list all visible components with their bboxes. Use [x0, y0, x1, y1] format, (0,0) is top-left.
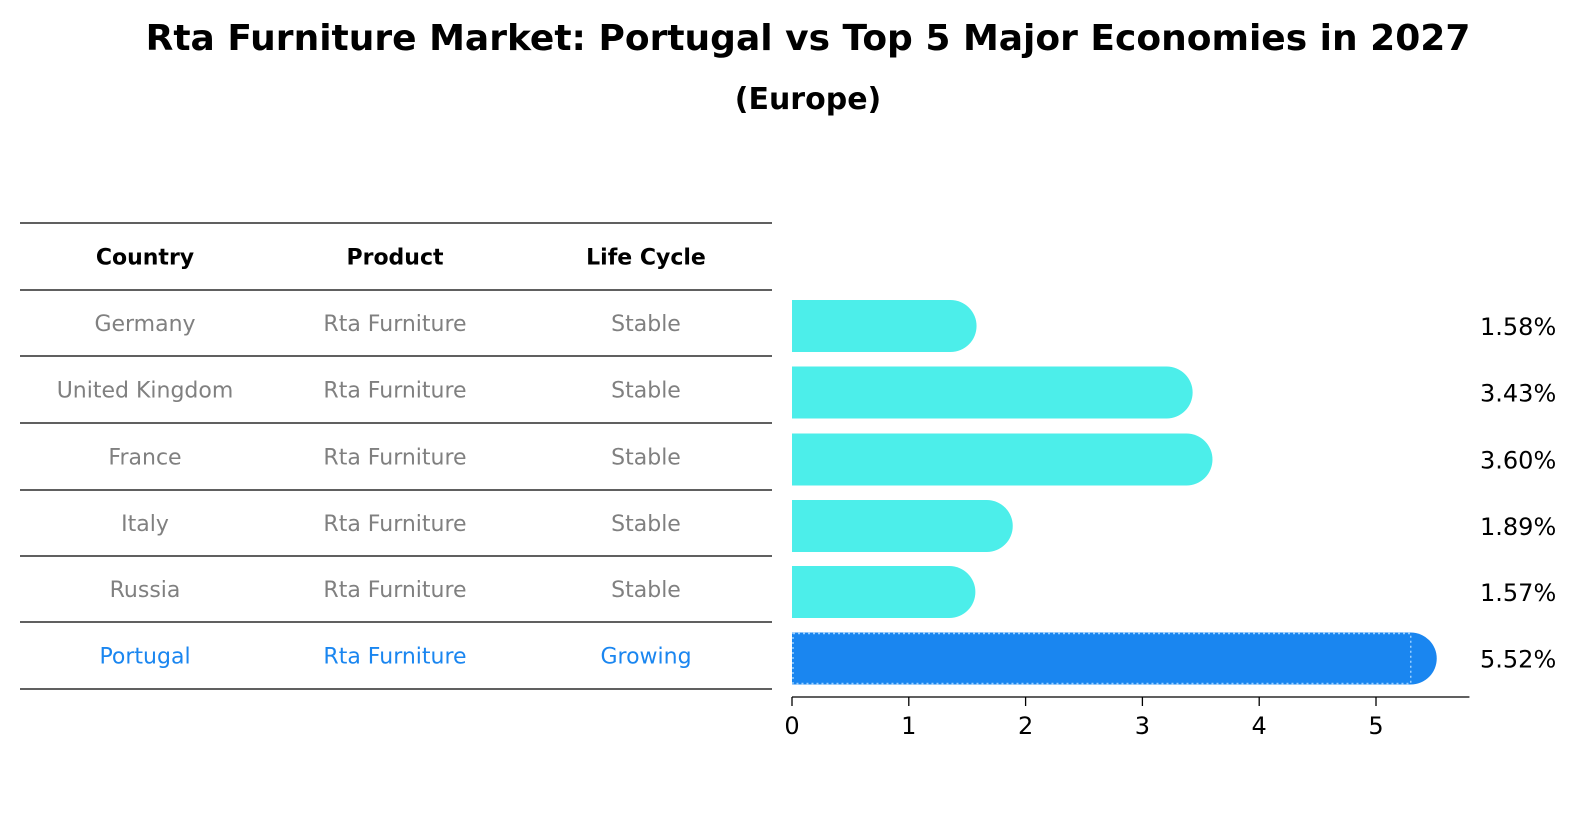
- cell-country: Russia: [110, 578, 181, 603]
- bar-value-label: 3.60%: [1480, 447, 1556, 475]
- header-life-cycle: Life Cycle: [586, 246, 706, 271]
- x-tick-label: 3: [1135, 712, 1150, 740]
- cell-life-cycle: Stable: [611, 512, 681, 537]
- cell-life-cycle: Stable: [611, 312, 681, 337]
- bar-russia: [792, 566, 976, 618]
- cell-product: Rta Furniture: [323, 512, 466, 537]
- header-product: Product: [346, 246, 444, 271]
- cell-product: Rta Furniture: [323, 446, 466, 471]
- bar-value-label: 1.58%: [1480, 313, 1556, 341]
- bar-italy: [792, 500, 1013, 552]
- bar-highlight-outline: [792, 632, 1412, 685]
- x-tick-label: 5: [1368, 712, 1383, 740]
- cell-country: France: [108, 446, 181, 471]
- cell-country: Germany: [94, 312, 195, 337]
- cell-country: Italy: [121, 512, 169, 537]
- bar-value-label: 3.43%: [1480, 380, 1556, 408]
- bar-value-label: 1.89%: [1480, 513, 1556, 541]
- x-tick-label: 4: [1252, 712, 1267, 740]
- cell-country: United Kingdom: [57, 379, 234, 404]
- cell-product: Rta Furniture: [323, 312, 466, 337]
- cell-life-cycle: Stable: [611, 578, 681, 603]
- bar-france: [792, 433, 1213, 486]
- cell-country: Portugal: [99, 645, 190, 670]
- cell-life-cycle: Stable: [611, 379, 681, 404]
- cell-life-cycle: Growing: [600, 645, 691, 670]
- header-country: Country: [96, 246, 194, 271]
- cell-product: Rta Furniture: [323, 379, 466, 404]
- bar-chart: 1.58% 3.43% 3.60% 1.89% 1.57% 5.52%: [792, 300, 1556, 685]
- bar-value-label: 5.52%: [1480, 646, 1556, 674]
- bar-united-kingdom: [792, 366, 1193, 419]
- data-table: Country Product Life Cycle Germany Rta Furni…: [20, 222, 772, 690]
- x-tick-label: 0: [784, 712, 799, 740]
- cell-life-cycle: Stable: [611, 446, 681, 471]
- chart-subtitle: (Europe): [735, 82, 882, 117]
- x-axis: 0 1 2 3 4 5: [784, 696, 1470, 740]
- bar-germany: [792, 300, 977, 352]
- cell-product: Rta Furniture: [323, 645, 466, 670]
- bar-portugal: [792, 632, 1437, 685]
- cell-product: Rta Furniture: [323, 578, 466, 603]
- x-tick-label: 1: [901, 712, 916, 740]
- chart-title: Rta Furniture Market: Portugal vs Top 5 …: [146, 18, 1471, 59]
- x-tick-label: 2: [1018, 712, 1033, 740]
- bar-value-label: 1.57%: [1480, 579, 1556, 607]
